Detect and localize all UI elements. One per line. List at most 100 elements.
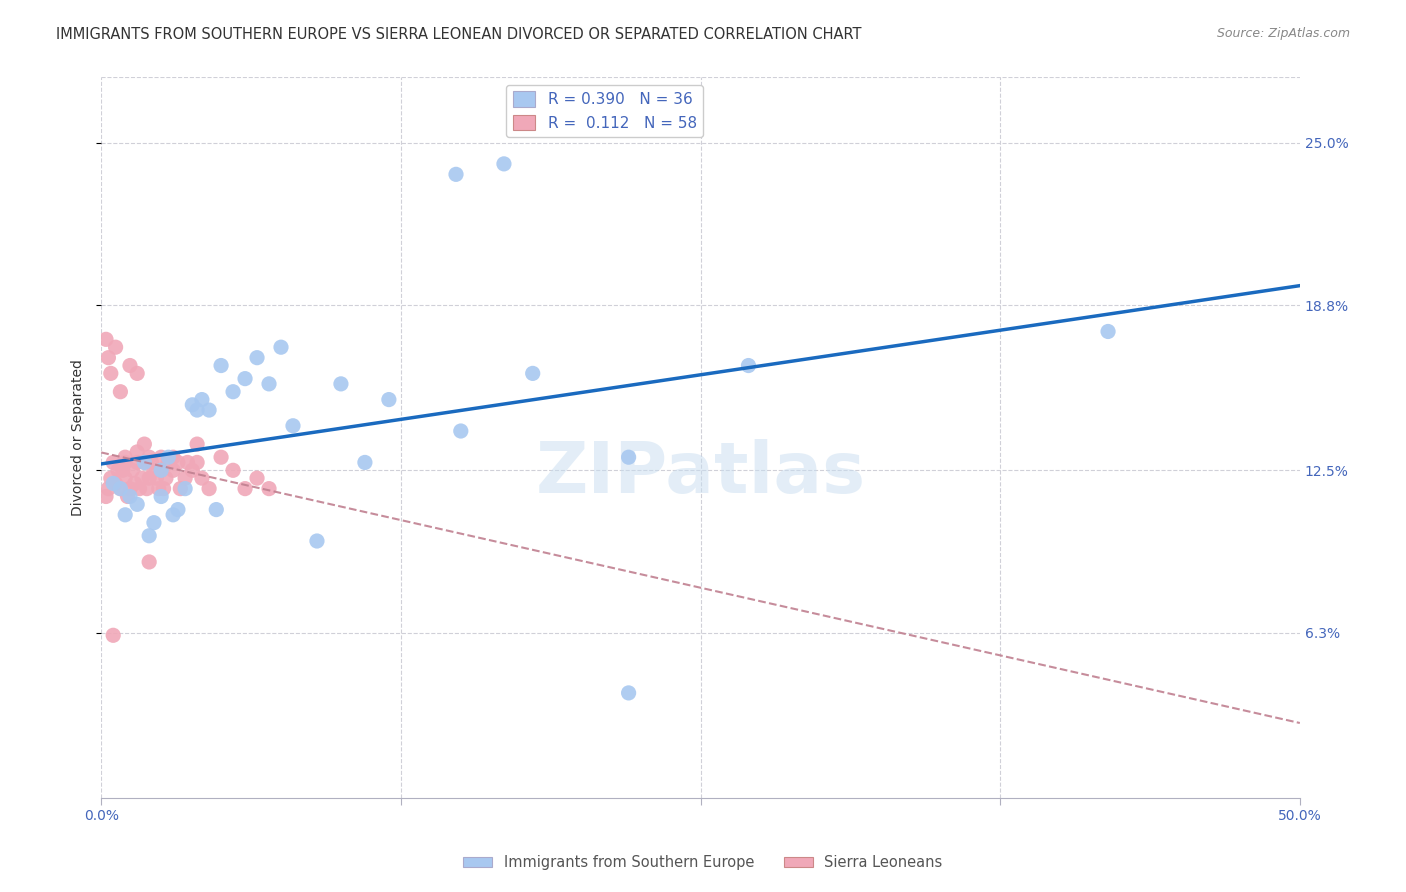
Point — [103, 455, 125, 469]
Point — [150, 463, 173, 477]
Point — [205, 502, 228, 516]
Point — [209, 359, 232, 373]
Point — [444, 167, 467, 181]
Point — [100, 367, 122, 381]
Point — [103, 476, 125, 491]
Point — [97, 482, 120, 496]
Point — [186, 455, 208, 469]
Point — [121, 463, 143, 477]
Point — [104, 340, 127, 354]
Point — [148, 482, 170, 496]
Point — [198, 482, 221, 496]
Point — [138, 471, 160, 485]
Point — [257, 482, 280, 496]
Point — [100, 471, 122, 485]
Point — [127, 445, 149, 459]
Point — [118, 359, 141, 373]
Point — [329, 376, 352, 391]
Point — [134, 455, 156, 469]
Point — [257, 376, 280, 391]
Point — [450, 424, 472, 438]
Point — [233, 371, 256, 385]
Point — [617, 686, 640, 700]
Point — [354, 455, 377, 469]
Point — [222, 384, 245, 399]
Point — [134, 437, 156, 451]
Point — [1097, 325, 1119, 339]
Point — [127, 455, 149, 469]
Point — [174, 482, 197, 496]
Point — [209, 450, 232, 465]
Point — [191, 471, 214, 485]
Point — [162, 450, 184, 465]
Point — [150, 450, 173, 465]
Point — [150, 463, 173, 477]
Point — [97, 351, 120, 365]
Point — [737, 359, 759, 373]
Point — [124, 476, 146, 491]
Point — [617, 450, 640, 465]
Point — [94, 490, 117, 504]
Point — [110, 384, 132, 399]
Point — [107, 463, 129, 477]
Point — [186, 403, 208, 417]
Text: Source: ZipAtlas.com: Source: ZipAtlas.com — [1216, 27, 1350, 40]
Point — [127, 497, 149, 511]
Legend: R = 0.390   N = 36, R =  0.112   N = 58: R = 0.390 N = 36, R = 0.112 N = 58 — [506, 85, 703, 136]
Point — [111, 463, 134, 477]
Text: ZIPatlas: ZIPatlas — [536, 439, 866, 508]
Point — [103, 628, 125, 642]
Point — [142, 516, 165, 530]
Point — [114, 508, 136, 522]
Y-axis label: Divorced or Separated: Divorced or Separated — [72, 359, 86, 516]
Point — [142, 463, 165, 477]
Point — [378, 392, 401, 407]
Point — [222, 463, 245, 477]
Point — [152, 482, 174, 496]
Point — [114, 471, 136, 485]
Point — [157, 450, 180, 465]
Point — [110, 482, 132, 496]
Point — [117, 490, 139, 504]
Point — [270, 340, 292, 354]
Point — [157, 455, 180, 469]
Point — [131, 471, 153, 485]
Point — [110, 482, 132, 496]
Legend: Immigrants from Southern Europe, Sierra Leoneans: Immigrants from Southern Europe, Sierra … — [457, 849, 949, 876]
Point — [181, 398, 204, 412]
Point — [167, 455, 190, 469]
Point — [145, 471, 167, 485]
Point — [176, 455, 198, 469]
Point — [174, 471, 197, 485]
Point — [492, 157, 515, 171]
Point — [246, 471, 269, 485]
Point — [118, 490, 141, 504]
Point — [246, 351, 269, 365]
Point — [135, 482, 157, 496]
Point — [162, 508, 184, 522]
Point — [134, 455, 156, 469]
Point — [138, 555, 160, 569]
Text: IMMIGRANTS FROM SOUTHERN EUROPE VS SIERRA LEONEAN DIVORCED OR SEPARATED CORRELAT: IMMIGRANTS FROM SOUTHERN EUROPE VS SIERR… — [56, 27, 862, 42]
Point — [141, 455, 163, 469]
Point — [138, 529, 160, 543]
Point — [150, 490, 173, 504]
Point — [198, 403, 221, 417]
Point — [522, 367, 544, 381]
Point — [181, 463, 204, 477]
Point — [162, 463, 184, 477]
Point — [118, 482, 141, 496]
Point — [233, 482, 256, 496]
Point — [114, 455, 136, 469]
Point — [186, 437, 208, 451]
Point — [155, 471, 177, 485]
Point — [114, 450, 136, 465]
Point — [94, 332, 117, 346]
Point — [305, 534, 328, 549]
Point — [167, 502, 190, 516]
Point — [104, 476, 127, 491]
Point — [138, 450, 160, 465]
Point — [169, 482, 191, 496]
Point — [128, 482, 150, 496]
Point — [191, 392, 214, 407]
